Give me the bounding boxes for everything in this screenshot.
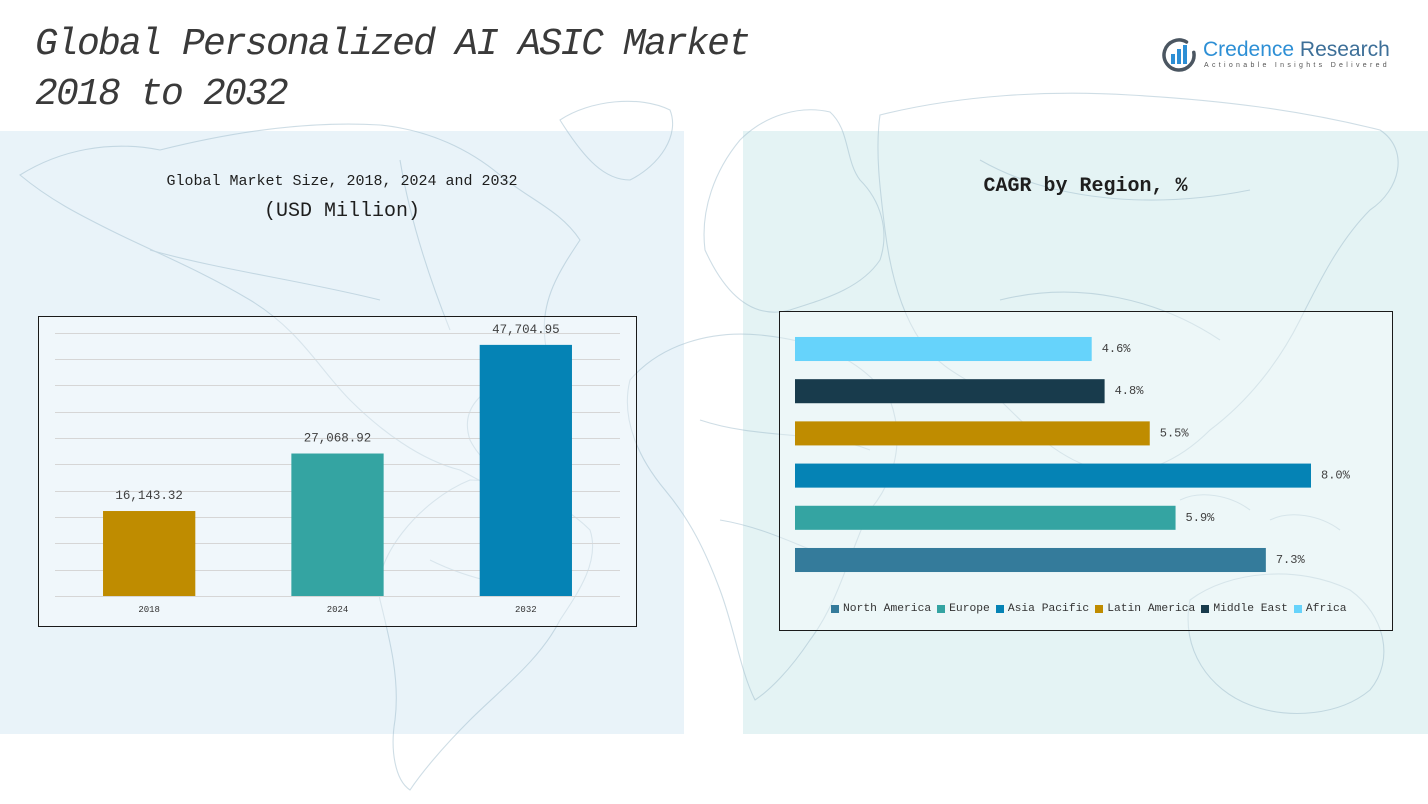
x-tick-label-2032: 2032 <box>515 605 537 615</box>
cagr-label-asia-pacific: 8.0% <box>1321 469 1351 483</box>
cagr-label-europe: 5.9% <box>1186 511 1216 525</box>
bar-2024 <box>291 453 384 596</box>
cagr-bar-asia-pacific <box>795 463 1311 488</box>
bar-2032 <box>479 344 572 596</box>
market-size-chart-title: Global Market Size, 2018, 2024 and 2032 <box>166 173 518 190</box>
page-title: Global Personalized AI ASIC Market 2018 … <box>35 20 751 120</box>
brand-name: Credence Research <box>1203 37 1390 63</box>
cagr-legend: North America Europe Asia Pacific Latin Ame… <box>831 601 1353 617</box>
bar-chart-ring-icon <box>1162 38 1196 72</box>
data-label-2032: 47,704.95 <box>492 323 560 337</box>
legend-label-latin-america: Latin America <box>1107 603 1196 615</box>
cagr-label-africa: 4.6% <box>1102 342 1132 356</box>
legend-label-asia-pacific: Asia Pacific <box>1007 603 1090 615</box>
legend-item-latin-america: Latin America <box>1095 601 1195 617</box>
legend-label-europe: Europe <box>949 603 990 615</box>
legend-label-africa: Africa <box>1305 603 1347 615</box>
legend-item-north-america: North America <box>831 601 931 617</box>
data-label-2024: 27,068.92 <box>304 432 372 446</box>
legend-swatch-middle-east <box>1201 605 1210 613</box>
cagr-bar-africa <box>795 336 1092 362</box>
legend-swatch-north-america <box>831 605 839 613</box>
bar-2018 <box>103 511 196 596</box>
legend-item-europe: Europe <box>937 601 990 617</box>
legend-swatch-africa <box>1293 605 1302 613</box>
logo-ring <box>1162 38 1196 72</box>
legend-swatch-asia-pacific <box>995 605 1004 613</box>
legend-swatch-latin-america <box>1095 605 1104 613</box>
brand-name-primary: Credence <box>1203 38 1295 61</box>
title-line-2: 2018 to 2032 <box>35 73 289 116</box>
legend-item-asia-pacific: Asia Pacific <box>995 601 1090 617</box>
cagr-bar-north-america <box>795 547 1266 573</box>
brand-name-secondary: Research <box>1299 38 1390 61</box>
legend-item-middle-east: Middle East <box>1201 601 1288 617</box>
legend-swatch-europe <box>937 605 946 613</box>
legend-item-africa: Africa <box>1293 601 1347 617</box>
logo-bar <box>1171 54 1175 64</box>
brand-tagline: Actionable Insights Delivered <box>1204 62 1390 69</box>
cagr-bar-europe <box>795 505 1176 530</box>
cagr-label-latin-america: 5.5% <box>1160 426 1190 440</box>
logo-bar <box>1177 49 1181 64</box>
cagr-chart-title: CAGR by Region, % <box>983 175 1188 198</box>
logo-bar <box>1183 45 1187 64</box>
legend-label-middle-east: Middle East <box>1213 603 1288 615</box>
x-tick-label-2018: 2018 <box>138 605 160 615</box>
x-tick-label-2024: 2024 <box>327 605 349 615</box>
cagr-label-north-america: 7.3% <box>1276 553 1306 567</box>
legend-label-north-america: North America <box>843 603 932 615</box>
market-size-chart-unit: (USD Million) <box>263 200 421 223</box>
cagr-bar-chart: 7.3% 5.9% 8.0% 5.5% 4.8% 4.6% <box>779 311 1393 631</box>
cagr-label-middle-east: 4.8% <box>1115 384 1145 398</box>
market-size-bar-chart: 16,143.32 2018 27,068.92 2024 47,704.95 2032 <box>38 316 637 627</box>
data-label-2018: 16,143.32 <box>115 489 183 503</box>
cagr-bar-middle-east <box>795 379 1105 404</box>
title-line-1: Global Personalized AI ASIC Market <box>35 23 751 66</box>
cagr-bar-latin-america <box>795 421 1150 446</box>
